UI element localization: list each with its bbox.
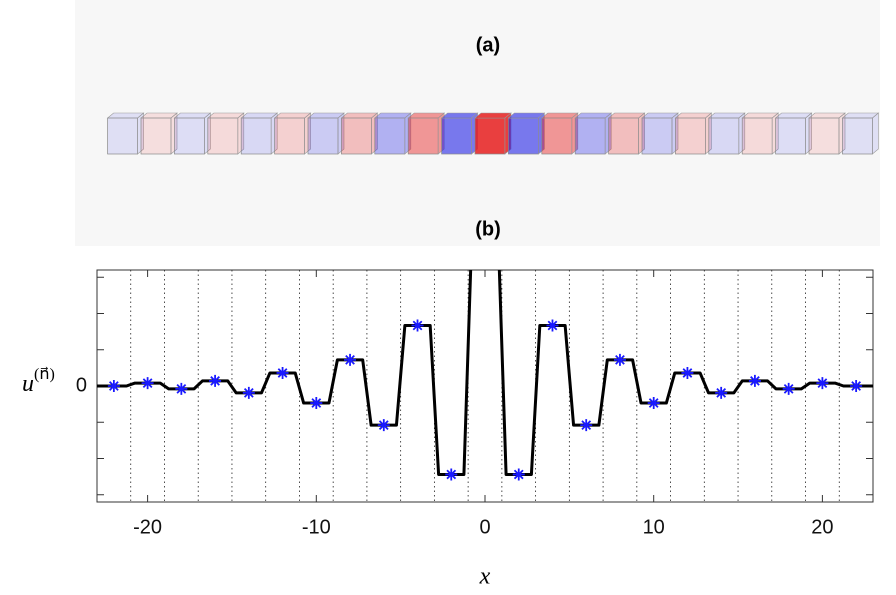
cube-face xyxy=(541,117,573,155)
x-tick-label: 0 xyxy=(479,516,490,538)
cube-side xyxy=(571,112,579,155)
cube-face xyxy=(274,117,305,155)
star-marker xyxy=(175,382,188,395)
star-marker xyxy=(242,386,255,399)
cube-side xyxy=(838,112,846,155)
star-marker xyxy=(546,319,559,332)
y-axis-label: u(n⃗) xyxy=(22,366,55,397)
cube-side xyxy=(270,112,278,155)
star-marker xyxy=(647,397,660,410)
cube-face xyxy=(374,117,406,155)
cube-face xyxy=(741,117,773,155)
star-marker xyxy=(310,397,323,410)
cube-side xyxy=(604,112,612,155)
cube-face xyxy=(775,117,806,155)
cube-face xyxy=(708,117,740,155)
star-marker xyxy=(276,366,289,379)
y-label-base: u xyxy=(22,371,34,397)
star-marker xyxy=(512,468,525,481)
star-marker xyxy=(850,380,863,392)
plot-area xyxy=(97,270,873,481)
star-marker xyxy=(816,377,829,390)
plot-frame xyxy=(96,269,874,503)
cube-side xyxy=(404,112,412,155)
cube-face xyxy=(474,117,506,155)
cube-face xyxy=(641,117,673,155)
curve xyxy=(97,270,873,476)
cube-side xyxy=(738,112,746,155)
cube-face xyxy=(608,117,639,155)
cube-side xyxy=(170,112,178,155)
x-axis-label: x xyxy=(479,564,491,590)
y-tick-label: 0 xyxy=(76,374,87,396)
cube-face xyxy=(107,117,138,155)
cube-side xyxy=(805,112,812,155)
star-marker xyxy=(411,319,424,332)
cube-side xyxy=(538,112,545,155)
panel-title: (a) xyxy=(476,34,500,56)
star-marker xyxy=(715,386,728,399)
cube-side xyxy=(771,112,779,155)
cube-side xyxy=(371,112,378,155)
cube-face xyxy=(842,117,873,155)
cube-face xyxy=(441,117,472,155)
cube-side xyxy=(137,112,144,155)
star-marker xyxy=(580,419,593,432)
cube-side xyxy=(705,112,712,155)
cube-side xyxy=(304,112,311,155)
cube-face xyxy=(140,117,172,155)
cube-side xyxy=(872,112,879,155)
cube-face xyxy=(407,117,439,155)
cube-face xyxy=(341,117,372,155)
x-tick-label: 20 xyxy=(811,516,833,538)
cube-side xyxy=(337,112,345,155)
cube-face xyxy=(240,117,272,155)
cube-face xyxy=(574,117,606,155)
star-marker xyxy=(748,374,761,387)
star-marker xyxy=(613,353,626,366)
star-marker xyxy=(445,468,458,481)
x-tick-label: 10 xyxy=(643,516,665,538)
star-marker xyxy=(344,353,357,366)
star-marker xyxy=(209,374,222,387)
cube-side xyxy=(237,112,245,155)
x-tick-label: -10 xyxy=(302,516,331,538)
cube-face xyxy=(207,117,239,155)
star-marker xyxy=(107,380,120,392)
cube-side xyxy=(638,112,645,155)
panel-title: (b) xyxy=(475,218,501,240)
cube-side xyxy=(671,112,679,155)
y-label-sup: (n⃗) xyxy=(34,366,55,383)
star-marker xyxy=(377,419,390,432)
star-marker xyxy=(681,366,694,379)
cube-face xyxy=(508,117,539,155)
x-tick-label: -20 xyxy=(133,516,162,538)
cube-face xyxy=(174,117,205,155)
cube-face xyxy=(307,117,339,155)
cube-side xyxy=(204,112,211,155)
star-marker xyxy=(782,382,795,395)
cube-row xyxy=(106,112,880,155)
cube-face xyxy=(675,117,706,155)
cube-face xyxy=(808,117,840,155)
star-marker xyxy=(141,377,154,390)
